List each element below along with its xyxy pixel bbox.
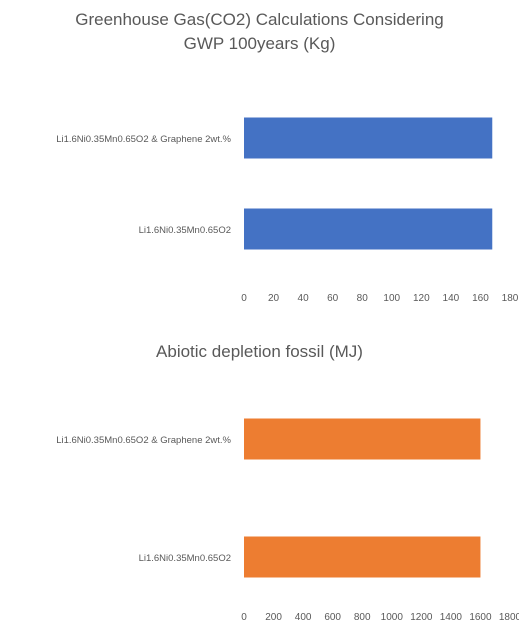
x-tick-label: 80 xyxy=(357,293,369,304)
chart-title-line-1: Greenhouse Gas(CO2) Calculations Conside… xyxy=(75,10,444,29)
bar xyxy=(244,208,493,250)
chart-title-line-2: GWP 100years (Kg) xyxy=(183,34,336,53)
bar xyxy=(244,117,493,159)
chart-plot-area: Li1.6Ni0.35Mn0.65O2 & Graphene 2wt.% Li1.… xyxy=(56,117,519,304)
category-label: Li1.6Ni0.35Mn0.65O2 xyxy=(139,553,231,564)
x-tick-label: 20 xyxy=(268,293,280,304)
category-label: Li1.6Ni0.35Mn0.65O2 & Graphene 2wt.% xyxy=(56,134,231,145)
chart-greenhouse-gas: Greenhouse Gas(CO2) Calculations Conside… xyxy=(0,0,519,318)
category-label: Li1.6Ni0.35Mn0.65O2 xyxy=(139,225,231,236)
chart-title-line-1: Abiotic depletion fossil (MJ) xyxy=(156,342,363,361)
x-tick-label: 800 xyxy=(354,612,371,623)
x-tick-label: 60 xyxy=(327,293,339,304)
x-tick-label: 1200 xyxy=(410,612,433,623)
x-tick-label: 1600 xyxy=(469,612,492,623)
x-tick-label: 600 xyxy=(324,612,341,623)
x-tick-label: 1000 xyxy=(381,612,404,623)
category-label: Li1.6Ni0.35Mn0.65O2 & Graphene 2wt.% xyxy=(56,435,231,446)
chart-abiotic-depletion: Abiotic depletion fossil (MJ) Li1.6Ni0.3… xyxy=(0,318,519,640)
bar xyxy=(244,418,481,460)
x-tick-label: 0 xyxy=(241,612,247,623)
x-tick-label: 200 xyxy=(265,612,282,623)
bar xyxy=(244,536,481,578)
x-tick-label: 40 xyxy=(298,293,310,304)
x-tick-label: 0 xyxy=(241,293,247,304)
x-tick-label: 1800 xyxy=(499,612,519,623)
x-tick-label: 160 xyxy=(472,293,489,304)
x-tick-label: 1400 xyxy=(440,612,463,623)
chart-title: Abiotic depletion fossil (MJ) xyxy=(0,340,519,364)
chart-title: Greenhouse Gas(CO2) Calculations Conside… xyxy=(0,8,519,56)
x-tick-label: 180 xyxy=(502,293,519,304)
x-tick-label: 140 xyxy=(443,293,460,304)
x-tick-label: 400 xyxy=(295,612,312,623)
x-tick-label: 100 xyxy=(383,293,400,304)
x-tick-label: 120 xyxy=(413,293,430,304)
chart-plot-area: Li1.6Ni0.35Mn0.65O2 & Graphene 2wt.% Li1.… xyxy=(56,418,519,623)
